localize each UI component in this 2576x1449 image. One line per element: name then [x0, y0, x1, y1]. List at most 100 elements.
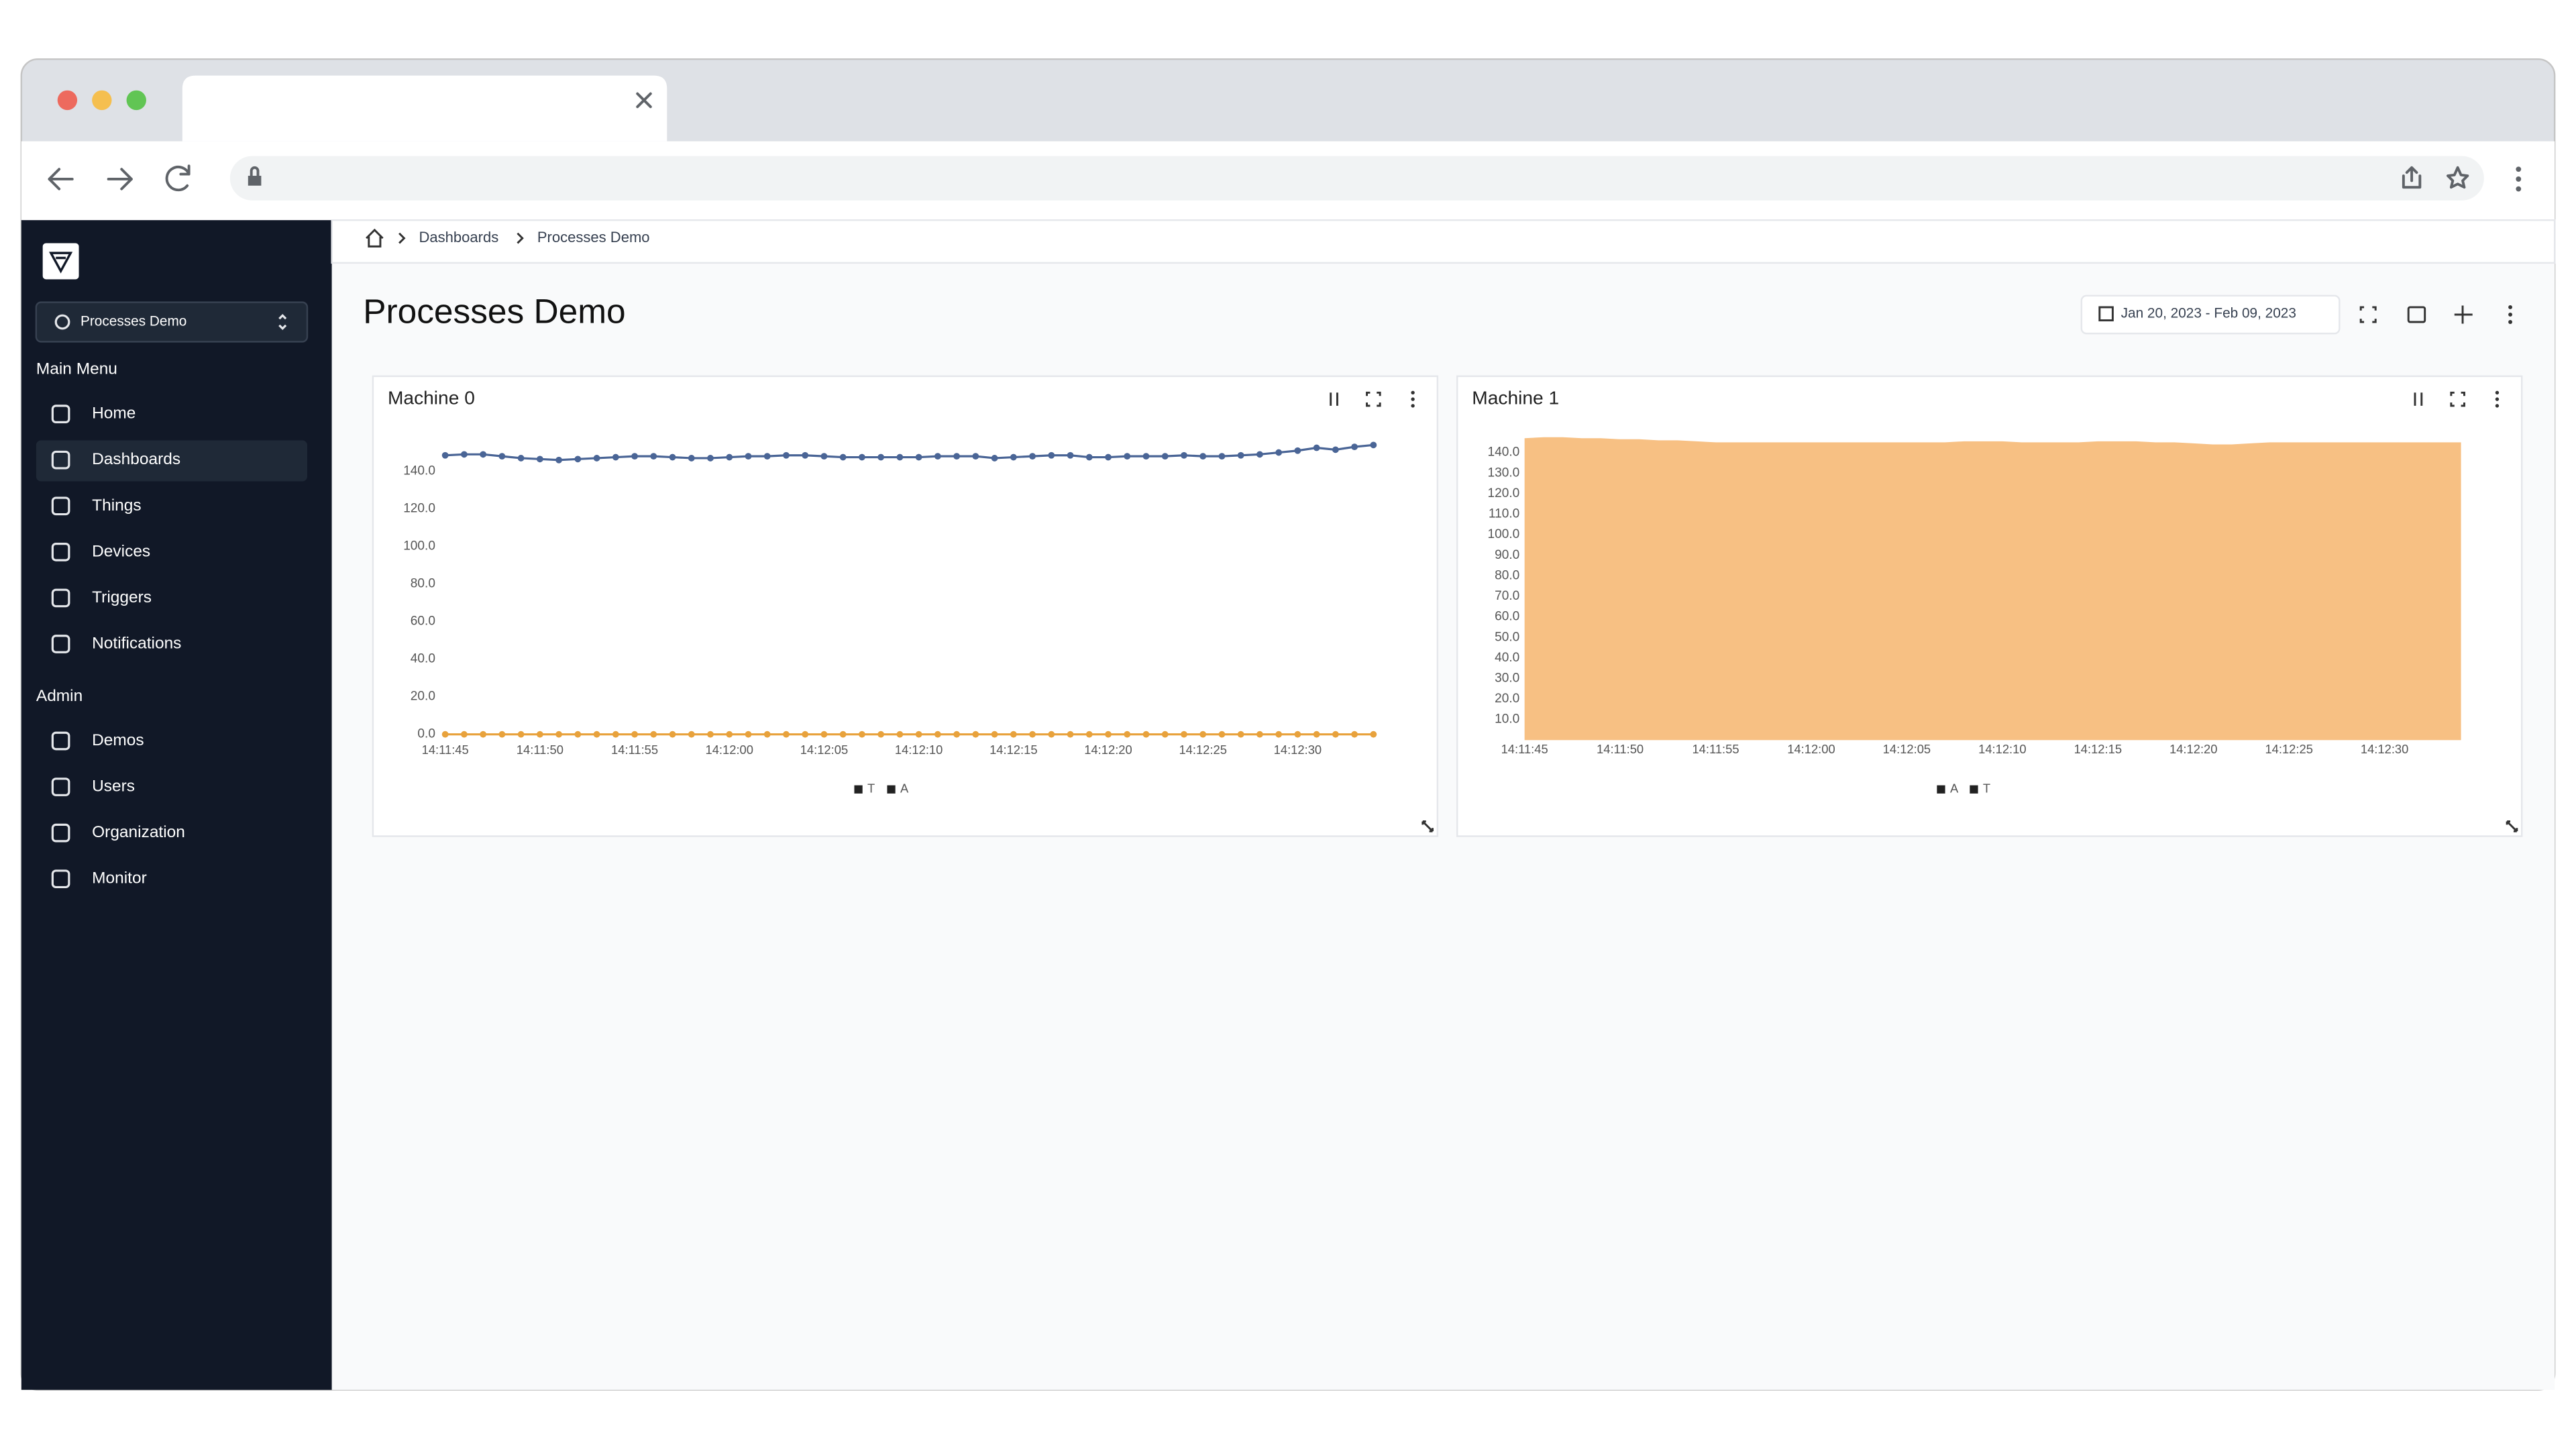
resize-handle[interactable] [2506, 820, 2518, 833]
legend-swatch[interactable] [854, 785, 863, 794]
data-point [1313, 444, 1320, 451]
expand-button[interactable] [1366, 391, 1381, 407]
data-point [1048, 731, 1055, 738]
legend-swatch[interactable] [887, 785, 896, 794]
address-bar[interactable] [229, 156, 2484, 201]
menu-icon [51, 543, 70, 561]
add-widget-button[interactable] [2454, 305, 2473, 324]
menu-item[interactable]: Organization [92, 823, 185, 841]
legend-label[interactable]: T [1983, 782, 1990, 796]
menu-item[interactable]: Users [92, 777, 135, 796]
breadcrumb-link[interactable]: Dashboards [419, 229, 498, 246]
charts: 0.0 20.0 40.0 60.0 80.0 100.0 120.0 140.0 14:11:… [403, 437, 2461, 796]
y-tick-label: 0.0 [417, 727, 435, 741]
y-tick-label: 90.0 [1495, 548, 1519, 562]
data-point [1256, 731, 1263, 738]
menu-item[interactable]: Demos [92, 731, 144, 749]
maximize-button[interactable] [126, 90, 146, 111]
pause-button[interactable] [1330, 392, 1338, 406]
resize-handle[interactable] [1421, 820, 1434, 833]
pause-button[interactable] [2414, 392, 2423, 406]
home-crumb[interactable] [366, 228, 384, 248]
date-range-picker[interactable] [2080, 294, 2341, 335]
menu-icon [51, 588, 70, 608]
data-point [707, 455, 714, 462]
data-point [650, 453, 657, 460]
data-point [574, 731, 582, 738]
widget-menu[interactable] [1411, 404, 1415, 408]
menu-item[interactable]: Things [92, 496, 141, 515]
legend-swatch[interactable] [1970, 785, 1978, 794]
data-point [1029, 731, 1036, 738]
legend-label[interactable]: T [867, 782, 875, 796]
data-point [1029, 453, 1036, 460]
menu-item[interactable]: Home [92, 405, 136, 423]
menu-icon [51, 823, 70, 843]
data-point [1181, 451, 1187, 459]
widget-menu[interactable] [2495, 390, 2500, 394]
legend-swatch[interactable] [1937, 785, 1945, 794]
x-tick-label: 14:12:30 [1274, 743, 1322, 757]
minimize-button[interactable] [92, 90, 112, 111]
data-point [707, 731, 714, 738]
data-point [517, 731, 525, 738]
x-tick-label: 14:12:05 [800, 743, 848, 757]
widget-menu[interactable] [2495, 397, 2500, 401]
data-point [726, 453, 733, 461]
tab-close[interactable] [636, 92, 652, 109]
browser-menu[interactable] [2516, 166, 2522, 192]
logo[interactable] [42, 243, 79, 280]
data-point [839, 453, 847, 461]
widget-menu[interactable] [1411, 397, 1415, 401]
reload-button[interactable] [165, 164, 191, 192]
data-point [441, 731, 449, 738]
data-point [1370, 731, 1377, 738]
forward-button[interactable] [107, 168, 133, 191]
project-selector[interactable] [35, 301, 309, 343]
x-tick-label: 14:11:55 [1692, 742, 1739, 756]
expand-button[interactable] [2450, 391, 2465, 407]
data-point [688, 455, 695, 462]
menu-item[interactable]: Notifications [92, 634, 181, 652]
x-tick-label: 14:12:20 [1084, 743, 1132, 757]
menu-item[interactable]: Dashboards [92, 450, 180, 468]
menu-item[interactable]: Devices [92, 542, 150, 560]
project-name: Processes Demo [80, 314, 186, 329]
legend-label[interactable]: A [900, 782, 909, 796]
dashboard-menu[interactable] [2508, 305, 2512, 324]
data-point [669, 453, 676, 461]
y-tick-label: 120.0 [1488, 486, 1520, 500]
snapshot-button[interactable] [2407, 306, 2426, 323]
legend-label[interactable]: A [1950, 782, 1959, 796]
menu-item[interactable]: Monitor [92, 869, 147, 888]
data-point [441, 451, 449, 459]
crumb-separator [398, 232, 406, 244]
data-point [1161, 731, 1169, 738]
widget-menu[interactable] [1411, 390, 1415, 394]
data-point [1351, 443, 1358, 451]
widget-title: Machine 0 [388, 388, 475, 409]
data-point [934, 731, 941, 738]
data-point [1124, 731, 1131, 738]
bookmark-icon[interactable] [2447, 166, 2469, 189]
crumb-separator [517, 232, 524, 244]
data-point [1105, 453, 1112, 461]
data-point [934, 453, 941, 460]
y-tick-label: 80.0 [1495, 568, 1519, 582]
menu-item[interactable]: Triggers [92, 588, 152, 606]
y-tick-label: 50.0 [1495, 630, 1519, 644]
back-button[interactable] [48, 168, 74, 191]
data-point [631, 453, 638, 460]
menu-icon [51, 405, 70, 423]
data-point [1199, 731, 1207, 738]
share-icon[interactable] [2402, 166, 2422, 189]
series-area [1524, 437, 2461, 741]
close-button[interactable] [57, 90, 78, 111]
tab[interactable] [182, 75, 667, 142]
data-point [1142, 453, 1150, 460]
widget-menu[interactable] [2495, 404, 2500, 408]
data-point [991, 731, 998, 738]
fullscreen-button[interactable] [2359, 306, 2377, 323]
